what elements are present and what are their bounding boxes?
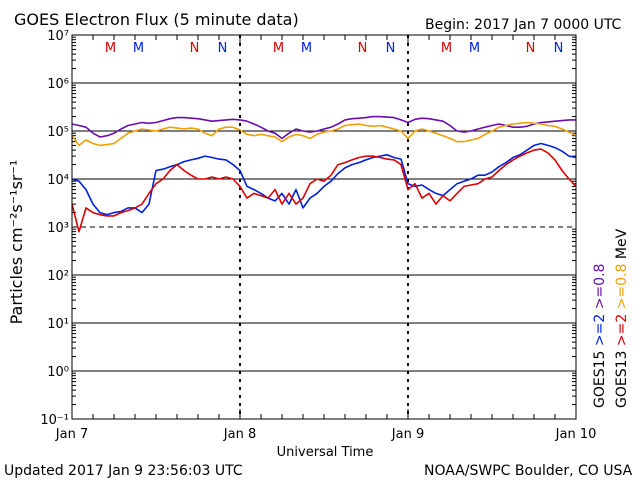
orbit-marker: M bbox=[469, 41, 480, 56]
orbit-marker: M bbox=[105, 41, 116, 56]
y-tick-label: 10⁵ bbox=[47, 125, 69, 140]
orbit-marker: N bbox=[190, 41, 200, 56]
x-axis-label: Universal Time bbox=[277, 445, 374, 460]
x-tick-label: Jan 7 bbox=[55, 427, 88, 442]
legend-column: GOES13 >=2 >=0.8 MeV bbox=[614, 228, 630, 408]
x-tick-labels: Jan 7 Jan 8 Jan 9 Jan 10 bbox=[55, 427, 597, 442]
series-goes15_2 bbox=[71, 142, 577, 216]
orbit-marker: M bbox=[133, 41, 144, 56]
x-tick-label: Jan 9 bbox=[391, 427, 424, 442]
y-axis-label: Particles cm⁻²s⁻¹sr⁻¹ bbox=[7, 160, 26, 325]
updated-time: Updated 2017 Jan 9 23:56:03 UTC bbox=[4, 463, 243, 479]
x-tick-label: Jan 10 bbox=[555, 427, 597, 442]
series-goes13_08 bbox=[71, 121, 577, 147]
orbit-marker: N bbox=[218, 41, 228, 56]
y-tick-label: 10⁷ bbox=[47, 29, 69, 44]
plot-area bbox=[72, 35, 576, 419]
series-goes13_2 bbox=[71, 148, 577, 233]
series-layer bbox=[71, 115, 577, 233]
y-tick-label: 10¹ bbox=[47, 317, 69, 332]
legend-entry: >=0.8 bbox=[614, 264, 630, 314]
y-tick-label: 10⁰ bbox=[47, 365, 69, 380]
legend-column: GOES15 >=2 >=0.8 bbox=[592, 264, 608, 408]
orbit-marker: M bbox=[301, 41, 312, 56]
orbit-marker: M bbox=[441, 41, 452, 56]
legend-entry: >=0.8 bbox=[592, 264, 608, 314]
orbit-marker: N bbox=[526, 41, 536, 56]
legend-entry: >=2 bbox=[592, 314, 608, 351]
legend-text: GOES13 >=2 >=0.8 MeV bbox=[614, 228, 630, 408]
chart-title: GOES Electron Flux (5 minute data) bbox=[14, 10, 299, 29]
legend-entry: >=2 bbox=[614, 314, 630, 351]
y-tick-labels: 10⁻¹ 10⁰ 10¹ 10² 10³ 10⁴ 10⁵ 10⁶ 10⁷ bbox=[40, 29, 69, 428]
legend-entry: GOES13 bbox=[614, 351, 630, 408]
credit: NOAA/SWPC Boulder, CO USA bbox=[424, 463, 633, 479]
legend-entry: GOES15 bbox=[592, 351, 608, 408]
y-tick-label: 10³ bbox=[47, 221, 69, 236]
series-goes15_08 bbox=[71, 115, 576, 140]
legend-text: GOES15 >=2 >=0.8 bbox=[592, 264, 608, 408]
legend-entry: MeV bbox=[614, 228, 630, 263]
orbit-marker: N bbox=[358, 41, 368, 56]
begin-time: Begin: 2017 Jan 7 0000 UTC bbox=[425, 17, 622, 33]
y-tick-label: 10⁻¹ bbox=[40, 413, 69, 428]
plot-frame bbox=[71, 34, 577, 420]
y-tick-label: 10² bbox=[47, 269, 69, 284]
orbit-marker: N bbox=[554, 41, 564, 56]
y-tick-label: 10⁶ bbox=[47, 77, 69, 92]
y-tick-label: 10⁴ bbox=[47, 173, 69, 188]
orbit-marker: M bbox=[273, 41, 284, 56]
x-tick-label: Jan 8 bbox=[223, 427, 256, 442]
orbit-marker: N bbox=[386, 41, 396, 56]
